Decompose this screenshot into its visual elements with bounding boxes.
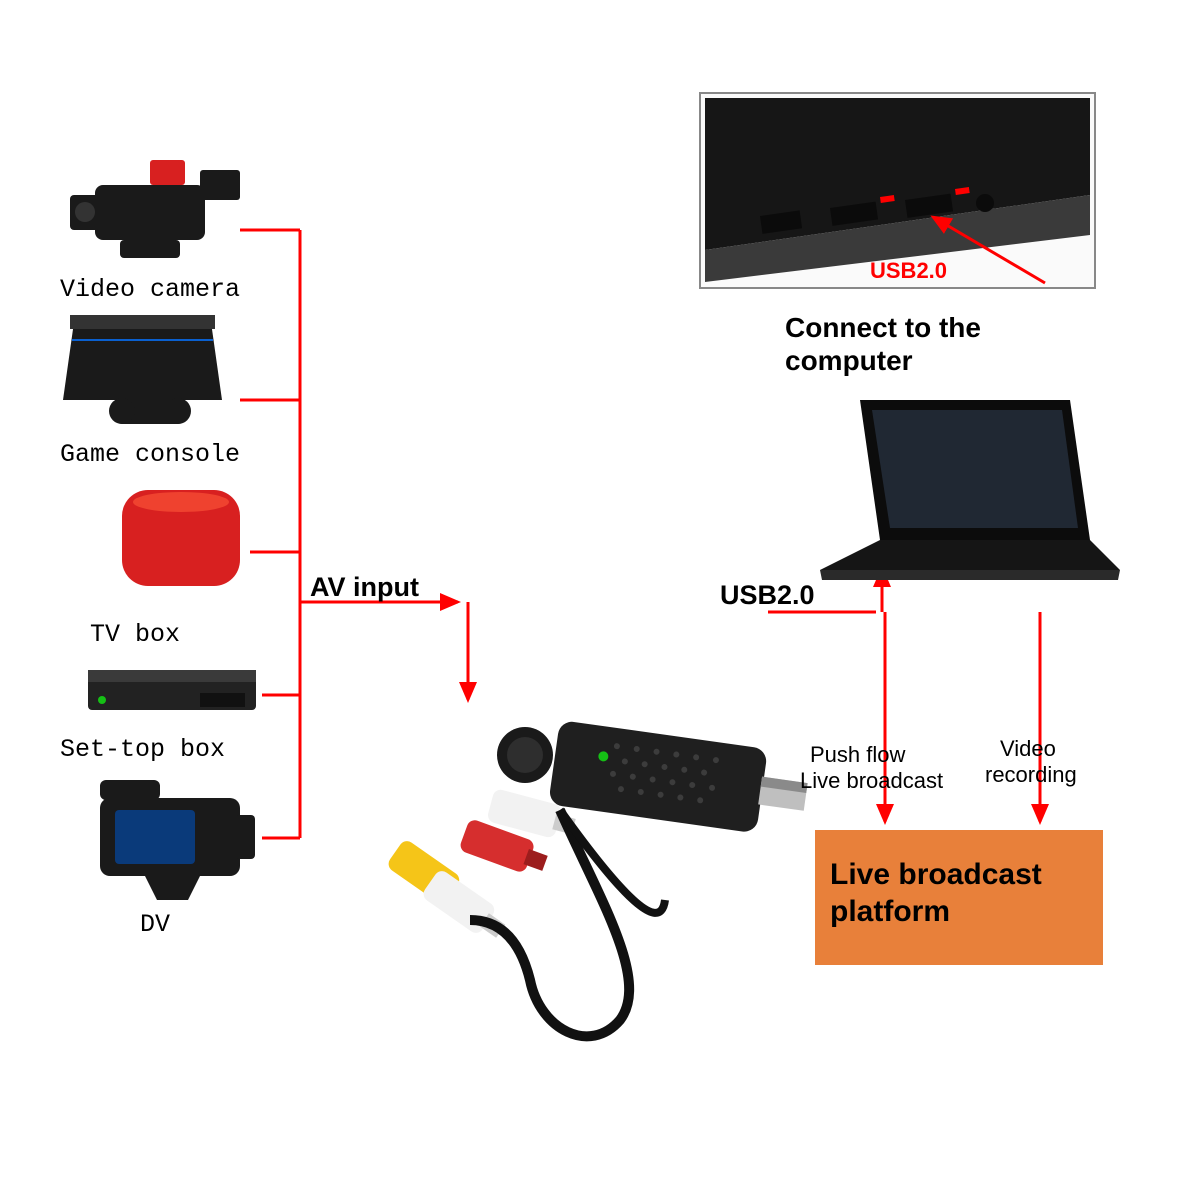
capture-device-icon — [385, 720, 811, 1036]
label-usb20: USB2.0 — [720, 580, 815, 611]
label-video-camera: Video camera — [60, 275, 240, 304]
label-game-console: Game console — [60, 440, 240, 469]
video-camera-icon — [70, 160, 240, 258]
label-set-top-box: Set-top box — [60, 735, 225, 764]
label-connect-line2: computer — [785, 345, 913, 377]
tv-box-icon — [122, 490, 240, 586]
label-connect-line1: Connect to the — [785, 312, 981, 344]
label-live-line2: platform — [830, 895, 950, 929]
label-video: Video — [1000, 736, 1056, 762]
source-bus — [240, 230, 300, 838]
label-live-bcast: Live broadcast — [800, 768, 943, 794]
diagram-stage: Video camera Game console TV box Set-top… — [0, 0, 1200, 1200]
game-console-icon — [63, 315, 222, 424]
label-usb-port: USB2.0 — [870, 258, 947, 284]
set-top-box-icon — [88, 670, 256, 710]
label-dv: DV — [140, 910, 170, 939]
laptop-icon — [820, 400, 1120, 580]
label-recording: recording — [985, 762, 1077, 788]
label-av-input: AV input — [310, 572, 419, 603]
label-live-line1: Live broadcast — [830, 858, 1042, 892]
label-tv-box: TV box — [90, 620, 180, 649]
dv-icon — [100, 780, 255, 900]
label-push-flow: Push flow — [810, 742, 905, 768]
av-input-arrow — [300, 602, 468, 700]
connections-overlay — [0, 0, 1200, 1200]
